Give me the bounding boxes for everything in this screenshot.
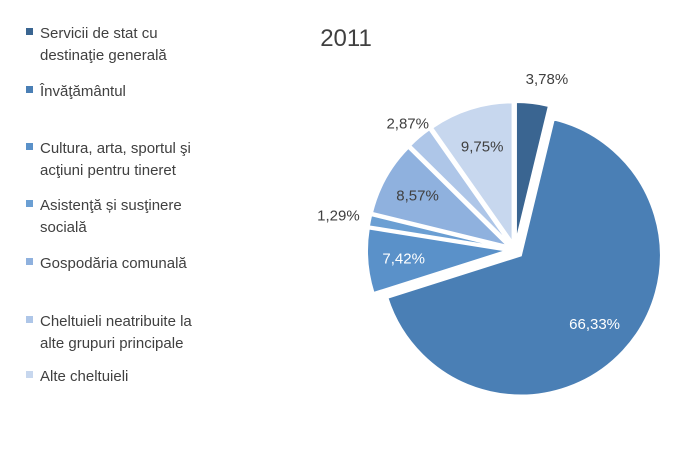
- pie-slice: [367, 213, 508, 250]
- legend-swatch: [26, 86, 33, 93]
- chart-title: 2011: [320, 25, 372, 52]
- data-labels: 3,78% 66,33% 7,42% 1,29% 8,57% 2,87% 9,75%: [317, 71, 620, 333]
- data-label: 1,29%: [317, 208, 360, 225]
- legend-label: Asistenţă și susţinere: [40, 197, 182, 214]
- legend-swatch: [26, 258, 33, 265]
- pie-slice: [514, 101, 551, 243]
- data-label: 7,42%: [382, 250, 425, 267]
- pie-slice: [430, 101, 514, 246]
- legend-swatch: [26, 143, 33, 150]
- legend-label: Învăţământul: [39, 83, 126, 100]
- data-label: 9,75%: [461, 138, 504, 155]
- legend-label: alte grupuri principale: [40, 335, 183, 352]
- legend-label: Gospodăria comunală: [40, 255, 187, 272]
- pie-slices: [366, 101, 662, 397]
- legend-label: Cultura, arta, sportul şi: [40, 140, 191, 157]
- legend-swatch: [26, 200, 33, 207]
- legend-swatch: [26, 28, 33, 35]
- pie-slice: [408, 127, 511, 245]
- legend-label: socială: [40, 219, 87, 236]
- legend-label: destinaţie generală: [40, 47, 167, 64]
- pie-slice: [366, 227, 508, 295]
- legend-swatch: [26, 371, 33, 378]
- pie-slice: [370, 146, 512, 248]
- legend-label: acţiuni pentru tineret: [40, 162, 177, 179]
- legend-label: Alte cheltuieli: [40, 368, 128, 385]
- legend-label: Cheltuieli neatribuite la: [40, 313, 192, 330]
- data-label: 2,87%: [386, 115, 429, 132]
- pie-slice: [386, 118, 662, 397]
- legend-label: Servicii de stat cu: [40, 25, 158, 42]
- data-label: 3,78%: [526, 71, 569, 88]
- legend: Servicii de stat cu destinaţie generală În…: [26, 25, 192, 385]
- data-label: 8,57%: [396, 188, 439, 205]
- legend-swatch: [26, 316, 33, 323]
- data-label: 66,33%: [569, 316, 620, 333]
